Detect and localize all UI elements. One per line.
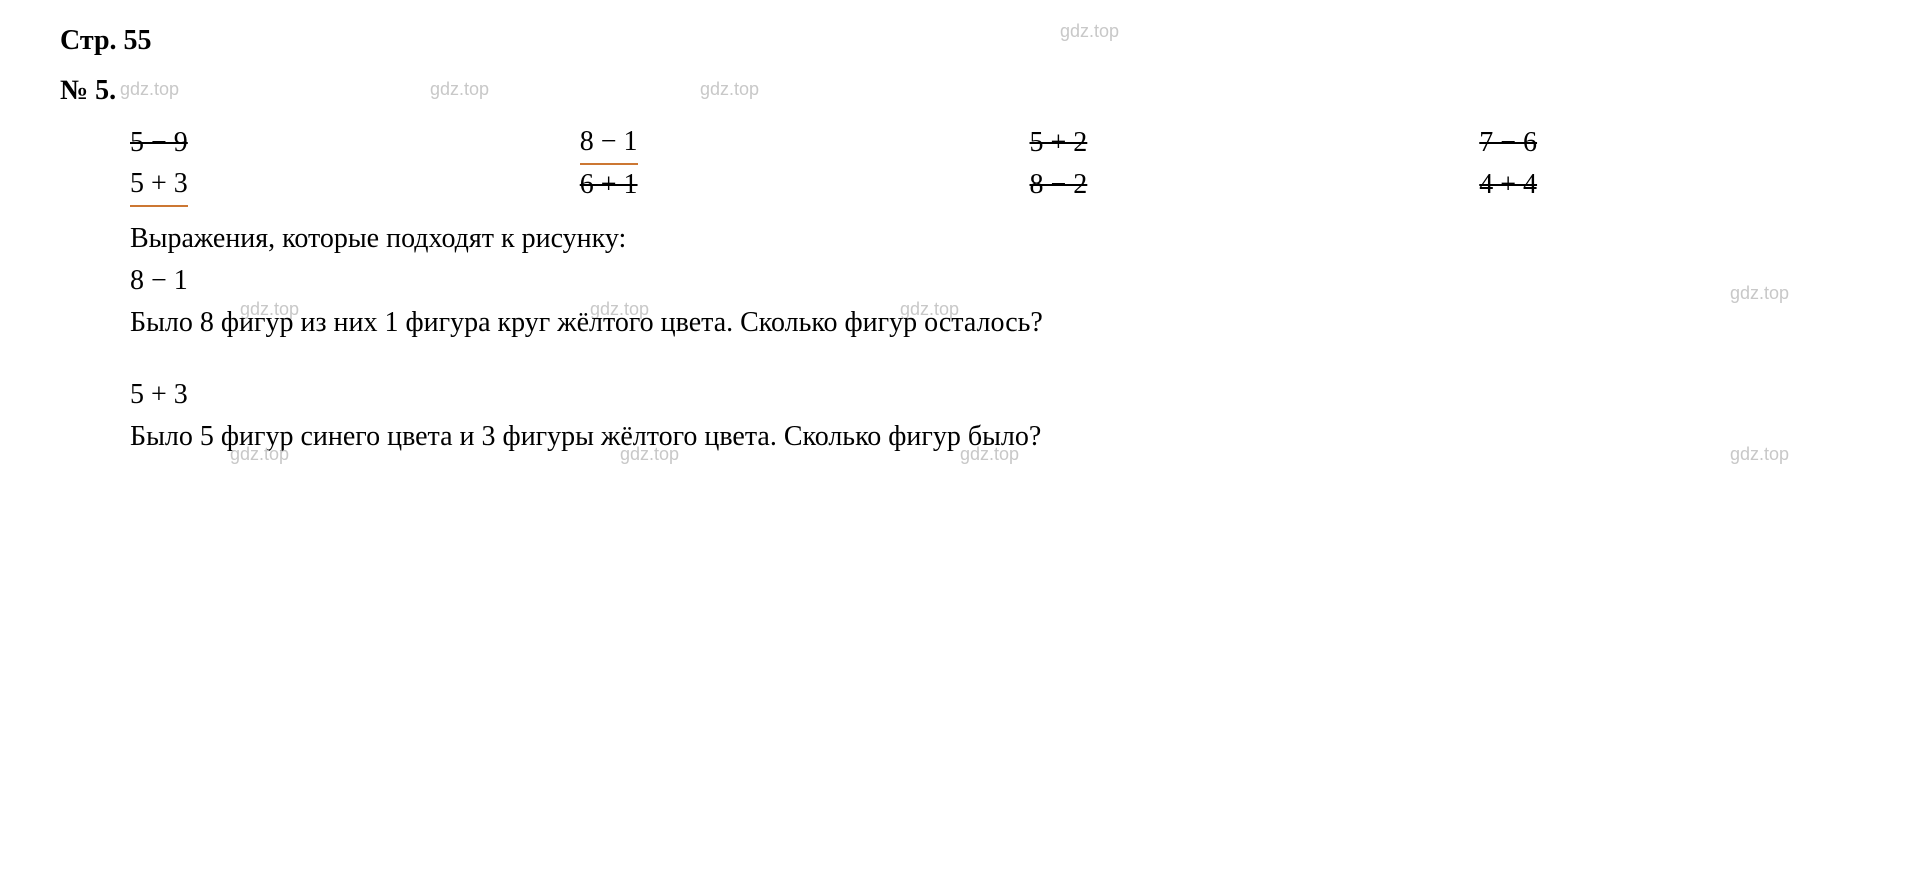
watermark: gdz.top [700, 76, 759, 103]
expr-cell: 5 + 2 [1030, 122, 1088, 164]
body-intro: Выражения, которые подходят к рисунку: [60, 218, 1859, 260]
task-number: № 5. [60, 75, 116, 106]
watermark: gdz.top [960, 441, 1019, 468]
expr-cell: 5 − 9 [130, 122, 188, 164]
body-para1: Было 8 фигур из них 1 фигура круг жёлтог… [60, 302, 1859, 344]
page-label: Стр. 55 [60, 25, 152, 56]
body-expr1: 8 − 1 [60, 260, 1859, 302]
watermark: gdz.top [1060, 18, 1119, 45]
table-row: 5 + 3 6 + 1 8 − 2 4 + 4 [60, 164, 1859, 206]
expr-cell: 7 − 6 [1479, 122, 1537, 164]
expr-cell: 5 + 3 [130, 163, 188, 207]
table-row: 5 − 9 8 − 1 5 + 2 7 − 6 [60, 122, 1859, 164]
body-expr2: 5 + 3 [60, 374, 1859, 416]
expr-cell: 8 − 2 [1030, 164, 1088, 206]
expr-cell: 6 + 1 [580, 164, 638, 206]
expression-table: 5 − 9 8 − 1 5 + 2 7 − 6 5 + 3 6 + 1 8 − … [60, 122, 1859, 206]
watermark: gdz.top [120, 76, 179, 103]
watermark: gdz.top [230, 441, 289, 468]
expr-cell: 8 − 1 [580, 121, 638, 165]
watermark: gdz.top [620, 441, 679, 468]
expr-cell: 4 + 4 [1479, 164, 1537, 206]
watermark: gdz.top [430, 76, 489, 103]
watermark: gdz.top [1730, 441, 1789, 468]
